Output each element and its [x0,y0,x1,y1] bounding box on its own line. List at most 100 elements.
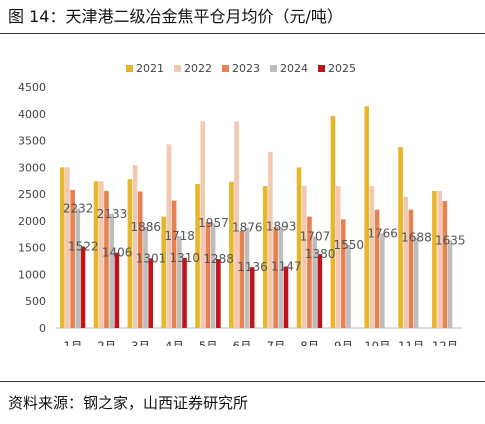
x-tick-label: 6月 [233,339,252,346]
legend-swatch-2024 [270,65,277,72]
bar-2024-2 [109,213,114,328]
bar-2022-3 [132,165,138,328]
bar-2024-11 [413,237,419,328]
data-label-2025-6: 1136 [237,260,268,274]
data-label-2025-1: 1522 [68,239,99,253]
data-label-2024-3: 1886 [131,220,162,234]
data-label-2024-1: 2232 [63,201,94,215]
bar-2023-6 [239,231,245,328]
bar-2024-6 [244,227,250,328]
data-label-2025-5: 1288 [203,252,234,266]
data-label-2024-7: 1893 [266,220,297,234]
data-label-2025-3: 1301 [136,251,167,265]
data-label-2024-8: 1707 [300,230,331,244]
legend-label-2021: 2021 [136,62,164,75]
legend-label-2022: 2022 [184,62,212,75]
data-label-2024-10: 1766 [367,226,398,240]
bar-2025-8 [317,254,323,328]
legend-swatch-2025 [318,65,325,72]
x-tick-label: 4月 [165,339,184,346]
source-note: 资料来源：钢之家，山西证券研究所 [8,394,249,412]
bar-2021-9 [330,115,336,328]
bar-2024-9 [346,244,351,328]
legend-swatch-2022 [174,65,181,72]
bar-2021-3 [127,179,133,328]
y-tick-label: 2000 [18,215,46,228]
bar-2024-1 [75,208,81,328]
y-tick-label: 500 [25,295,46,308]
bar-2025-5 [216,259,221,328]
bar-2021-2 [93,181,99,328]
data-label-2025-4: 1310 [170,251,201,265]
bar-2025-7 [283,266,289,328]
data-label-2025-2: 1406 [102,246,133,260]
figure-title: 图 14：天津港二级冶金焦平仓月均价（元/吨） [8,7,343,26]
data-label-2025-7: 1147 [271,260,302,274]
bar-2024-5 [210,223,216,328]
bar-2023-8 [307,216,312,328]
bar-2021-11 [398,146,403,328]
bar-2023-3 [137,191,143,328]
y-tick-label: 1000 [18,268,46,281]
data-label-2024-2: 2133 [97,207,128,221]
y-tick-label: 1500 [18,242,46,255]
bar-2021-10 [364,106,370,328]
bar-2025-1 [80,246,86,328]
bar-2022-9 [335,186,341,328]
bar-2022-5 [200,121,206,328]
data-label-2024-11: 1688 [401,231,432,245]
bar-2021-6 [229,181,234,328]
x-tick-label: 10月 [364,339,390,346]
bar-2025-6 [249,267,255,328]
bar-2021-5 [195,183,200,328]
bar-2024-10 [380,233,385,328]
x-tick-label: 2月 [97,339,116,346]
legend-swatch-2023 [222,65,229,72]
legend-swatch-2021 [126,65,133,72]
x-tick-label: 7月 [267,339,286,346]
data-label-2024-9: 1550 [334,238,365,252]
bar-2021-7 [262,186,268,328]
bar-2023-9 [340,219,346,328]
top-divider [0,33,485,34]
bar-2024-7 [278,226,284,328]
bar-2021-8 [296,167,302,328]
x-tick-label: 5月 [199,339,218,346]
data-label-2024-5: 1957 [198,216,229,230]
bar-2022-4 [166,144,172,328]
bar-2023-1 [70,189,75,328]
data-label-2025-8: 1380 [305,247,336,261]
bar-2022-11 [403,196,409,328]
bar-2024-3 [143,226,148,328]
y-tick-label: 0 [39,322,46,335]
data-label-2024-4: 1718 [164,229,195,243]
bar-2022-12 [437,190,442,328]
bar-2021-12 [432,190,437,328]
x-tick-label: 8月 [300,339,319,346]
bar-2025-3 [148,258,153,328]
bottom-divider [0,381,485,382]
bar-chart: 0 500 1000 1500 2000 2500 3000 3500 4000 4500 2232… [18,62,466,346]
x-tick-label: 11月 [398,339,424,346]
bar-2023-7 [273,227,278,328]
bar-2025-4 [182,257,187,328]
bar-2024-12 [447,240,453,328]
bar-2021-1 [59,167,65,328]
bar-2022-1 [65,167,70,328]
bar-2021-4 [161,216,167,328]
data-label-2024-12: 1635 [435,233,466,247]
bar-2023-5 [205,221,211,328]
legend-label-2024: 2024 [280,62,308,75]
bar-2023-4 [171,200,177,328]
bar-2022-8 [301,186,307,328]
bar-2024-8 [312,236,317,328]
x-tick-label: 3月 [131,339,150,346]
x-tick-label: 12月 [432,339,458,346]
bar-2023-10 [374,209,380,328]
bar-2024-4 [177,235,182,328]
y-tick-label: 4000 [18,108,46,121]
y-tick-label: 3000 [18,161,46,174]
bar-2022-10 [369,186,375,328]
bar-2023-11 [408,209,414,328]
y-tick-label: 3500 [18,135,46,148]
